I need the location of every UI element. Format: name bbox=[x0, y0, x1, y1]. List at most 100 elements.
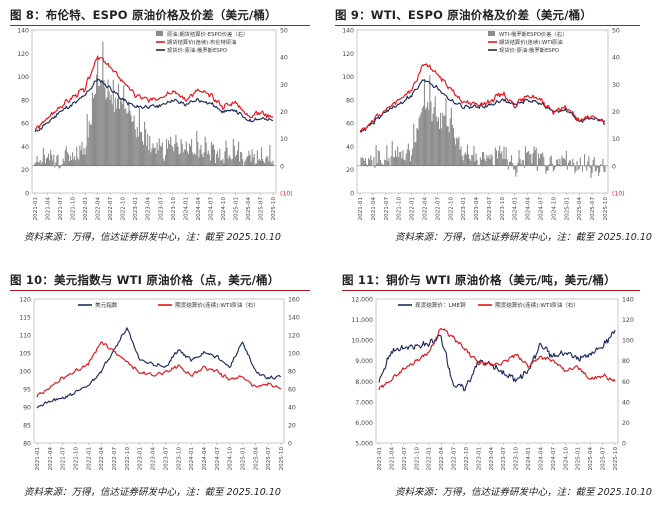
bar-mark bbox=[452, 128, 455, 166]
y-tick-label-right: 60 bbox=[622, 379, 630, 386]
bar-mark bbox=[472, 155, 474, 166]
bar-mark bbox=[136, 127, 138, 166]
bar-mark bbox=[378, 151, 380, 166]
bar-mark bbox=[70, 160, 73, 166]
bar-mark bbox=[107, 79, 109, 166]
bar-mark bbox=[211, 145, 214, 166]
x-tick-label: 2022-04 bbox=[99, 447, 105, 471]
bar-mark bbox=[403, 159, 405, 166]
y-tick-label-left: 100 bbox=[342, 74, 354, 81]
bar-mark bbox=[550, 155, 552, 166]
bar-mark bbox=[163, 160, 165, 166]
legend-swatch bbox=[156, 31, 163, 36]
bar-mark bbox=[473, 146, 475, 166]
y-tick-label-left: 20 bbox=[346, 167, 354, 174]
plot-frame bbox=[31, 29, 277, 194]
bar-mark bbox=[146, 146, 148, 166]
bar-mark bbox=[154, 147, 156, 166]
bar-mark bbox=[125, 108, 127, 166]
bar-mark bbox=[363, 160, 365, 166]
plot-frame bbox=[356, 29, 609, 194]
bar-mark bbox=[259, 160, 262, 166]
bar-mark bbox=[148, 150, 150, 166]
x-tick-label: 2022-01 bbox=[410, 197, 416, 221]
bar-mark bbox=[194, 153, 196, 166]
bar-mark bbox=[260, 147, 263, 166]
bar-mark bbox=[59, 165, 61, 168]
bar-mark bbox=[169, 143, 171, 166]
bar-mark bbox=[184, 149, 186, 166]
x-tick-label: 2024-04 bbox=[538, 447, 544, 471]
bar-mark bbox=[257, 160, 259, 166]
y-tick-label-left: 7,000 bbox=[355, 399, 373, 406]
x-tick-label: 2025-04 bbox=[577, 197, 583, 221]
x-tick-label: 2021-07 bbox=[384, 197, 390, 221]
bar-mark bbox=[492, 164, 494, 166]
bar-mark bbox=[506, 159, 508, 166]
bar-mark bbox=[209, 160, 211, 166]
x-tick-label: 2021-07 bbox=[402, 447, 408, 471]
x-tick-label: 2021-10 bbox=[74, 447, 80, 471]
bar-mark bbox=[382, 164, 384, 166]
y-tick-label-left: 140 bbox=[342, 28, 354, 35]
bar-mark bbox=[443, 116, 445, 166]
legend-label: 原油:期货结算价-ESPO价差（右） bbox=[167, 30, 248, 38]
bar-mark bbox=[56, 155, 58, 166]
bar-mark bbox=[556, 159, 558, 166]
bar-mark bbox=[222, 158, 224, 166]
x-tick-label: 2023-01 bbox=[461, 197, 467, 221]
bar-mark bbox=[145, 129, 147, 166]
bar-mark bbox=[160, 146, 162, 166]
bar-mark bbox=[159, 145, 161, 166]
bar-mark bbox=[141, 141, 144, 166]
bar-mark bbox=[514, 165, 516, 170]
bar-mark bbox=[201, 153, 203, 166]
bar-mark bbox=[45, 158, 48, 166]
bar-mark bbox=[394, 150, 397, 166]
bar-mark bbox=[200, 144, 202, 166]
bar-mark bbox=[106, 97, 108, 166]
legend-swatch bbox=[488, 31, 495, 36]
bar-mark bbox=[431, 121, 433, 166]
x-tick-label: 2024-10 bbox=[228, 447, 234, 471]
bar-mark bbox=[450, 107, 452, 166]
bar-mark bbox=[405, 153, 407, 166]
bar-mark bbox=[549, 156, 551, 166]
x-tick-label: 2025-10 bbox=[279, 447, 285, 471]
bar-mark bbox=[538, 158, 541, 166]
bar-mark bbox=[202, 157, 204, 166]
bar-mark bbox=[241, 152, 243, 166]
bar-mark bbox=[495, 150, 498, 166]
x-tick-label: 2024-04 bbox=[196, 197, 202, 221]
bar-mark bbox=[515, 165, 517, 177]
bar-mark bbox=[101, 83, 103, 166]
bar-mark bbox=[486, 155, 488, 166]
y-tick-label-right: 80 bbox=[288, 369, 296, 376]
bar-mark bbox=[223, 163, 225, 166]
bar-mark bbox=[240, 151, 242, 166]
x-tick-label: 2023-07 bbox=[163, 447, 169, 471]
bar-mark bbox=[176, 142, 178, 166]
source-note: 资料来源：万得，信达证券研发中心，注：截至 2025.10.10 bbox=[24, 232, 281, 243]
bar-mark bbox=[153, 148, 155, 166]
bar-mark bbox=[449, 118, 451, 166]
bar-mark bbox=[51, 154, 53, 166]
bar-mark bbox=[509, 161, 511, 166]
bar-mark bbox=[467, 154, 470, 166]
bar-mark bbox=[386, 145, 388, 166]
bar-mark bbox=[92, 98, 95, 166]
bar-mark bbox=[162, 158, 164, 166]
bar-mark bbox=[193, 154, 195, 166]
bar-mark bbox=[415, 141, 417, 166]
bar-mark bbox=[151, 148, 153, 166]
series-line bbox=[359, 63, 606, 132]
y-tick-label-right: 30 bbox=[280, 82, 288, 89]
bar-mark bbox=[53, 154, 55, 166]
bar-mark bbox=[250, 161, 252, 166]
bar-mark bbox=[206, 153, 208, 166]
x-tick-label: 2025-07 bbox=[266, 447, 272, 471]
chart-title: 图 10：美元指数与 WTI 原油价格（点，美元/桶） bbox=[10, 273, 280, 287]
series-line bbox=[359, 79, 606, 133]
bar-mark bbox=[578, 165, 580, 170]
y-tick-label-right: 140 bbox=[622, 297, 634, 304]
